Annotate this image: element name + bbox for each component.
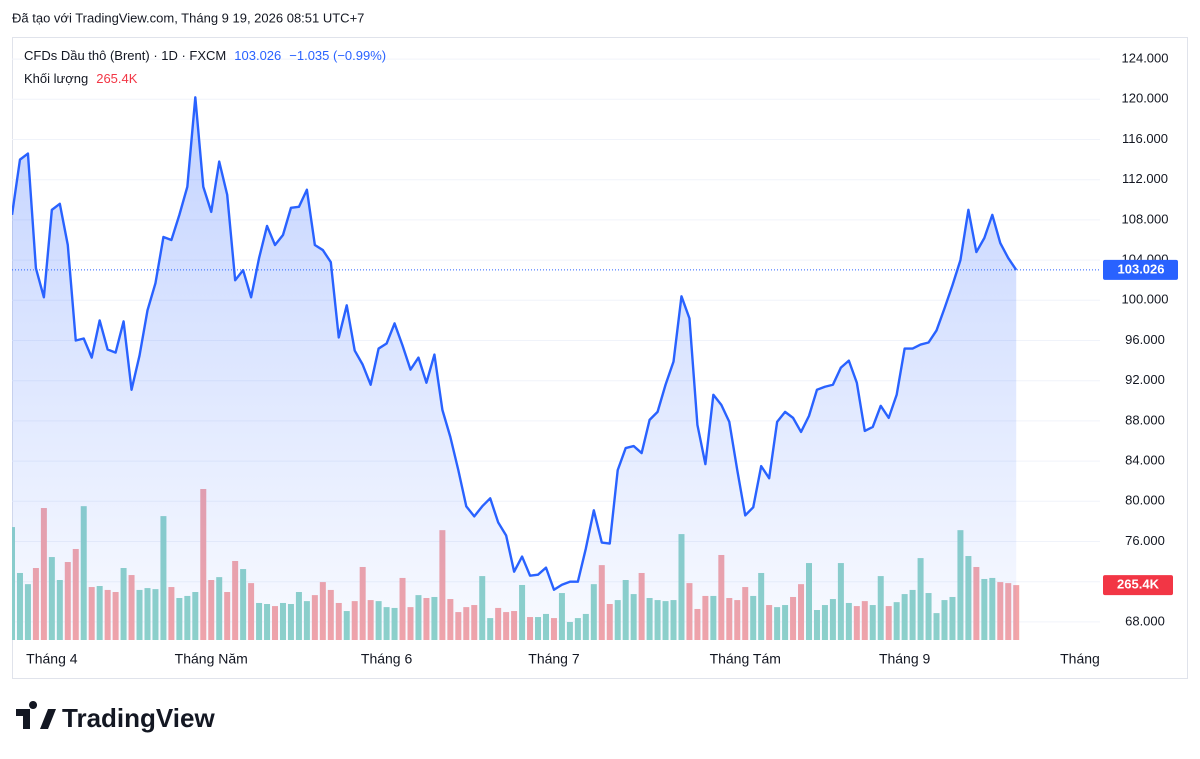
- legend-row: CFDs Dầu thô (Brent) · 1D · FXCM 103.026−…: [24, 48, 386, 63]
- x-tick-label: Tháng Năm: [175, 651, 248, 667]
- last-price-tag: [1103, 259, 1178, 280]
- price-area: [12, 97, 1017, 640]
- x-tick-label: Tháng 6: [361, 651, 413, 667]
- y-tick-label: 100.000: [1122, 292, 1169, 307]
- volume-tag-label: 265.4K: [1117, 577, 1160, 592]
- y-tick-label: 92.000: [1125, 372, 1165, 387]
- last-price-label: 103.026: [1118, 261, 1165, 276]
- y-tick-label: 120.000: [1122, 91, 1169, 106]
- volume-legend: Khối lượng 265.4K: [24, 71, 138, 86]
- price-line: [12, 96, 1018, 591]
- symbol: CFDs Dầu thô (Brent) · 1D · FXCM: [24, 48, 226, 63]
- created-note: Đã tạo với TradingView.com, Tháng 9 19, …: [12, 10, 364, 25]
- axis: 68.00072.00076.00080.00084.00088.00092.0…: [26, 51, 1178, 667]
- plot: [12, 96, 1100, 640]
- x-tick-label: Tháng: [1060, 651, 1100, 667]
- volume-title: Khối lượng: [24, 71, 88, 86]
- y-tick-label: 68.000: [1125, 613, 1165, 628]
- y-tick-label: 80.000: [1125, 493, 1165, 508]
- volume-tag: [1103, 575, 1173, 596]
- logo-icon: [16, 701, 56, 729]
- y-tick-label: 96.000: [1125, 332, 1165, 347]
- logo-text: TradingView: [62, 703, 215, 733]
- x-tick-label: Tháng Tám: [710, 651, 781, 667]
- x-tick-label: Tháng 9: [879, 651, 931, 667]
- y-tick-label: 124.000: [1122, 51, 1169, 66]
- y-tick-label: 112.000: [1122, 171, 1168, 186]
- last-price: 103.026: [234, 48, 281, 63]
- y-tick-label: 76.000: [1125, 533, 1165, 548]
- logo: TradingView: [16, 701, 215, 733]
- y-tick-label: 116.000: [1122, 131, 1168, 146]
- volume-last: 265.4K: [96, 71, 138, 86]
- price-change: −1.035 (−0.99%): [289, 48, 386, 63]
- x-tick-label: Tháng 4: [26, 651, 78, 667]
- y-tick-label: 88.000: [1125, 412, 1165, 427]
- x-tick-label: Tháng 7: [528, 651, 580, 667]
- y-tick-label: 84.000: [1125, 453, 1165, 468]
- y-tick-label: 108.000: [1122, 211, 1169, 226]
